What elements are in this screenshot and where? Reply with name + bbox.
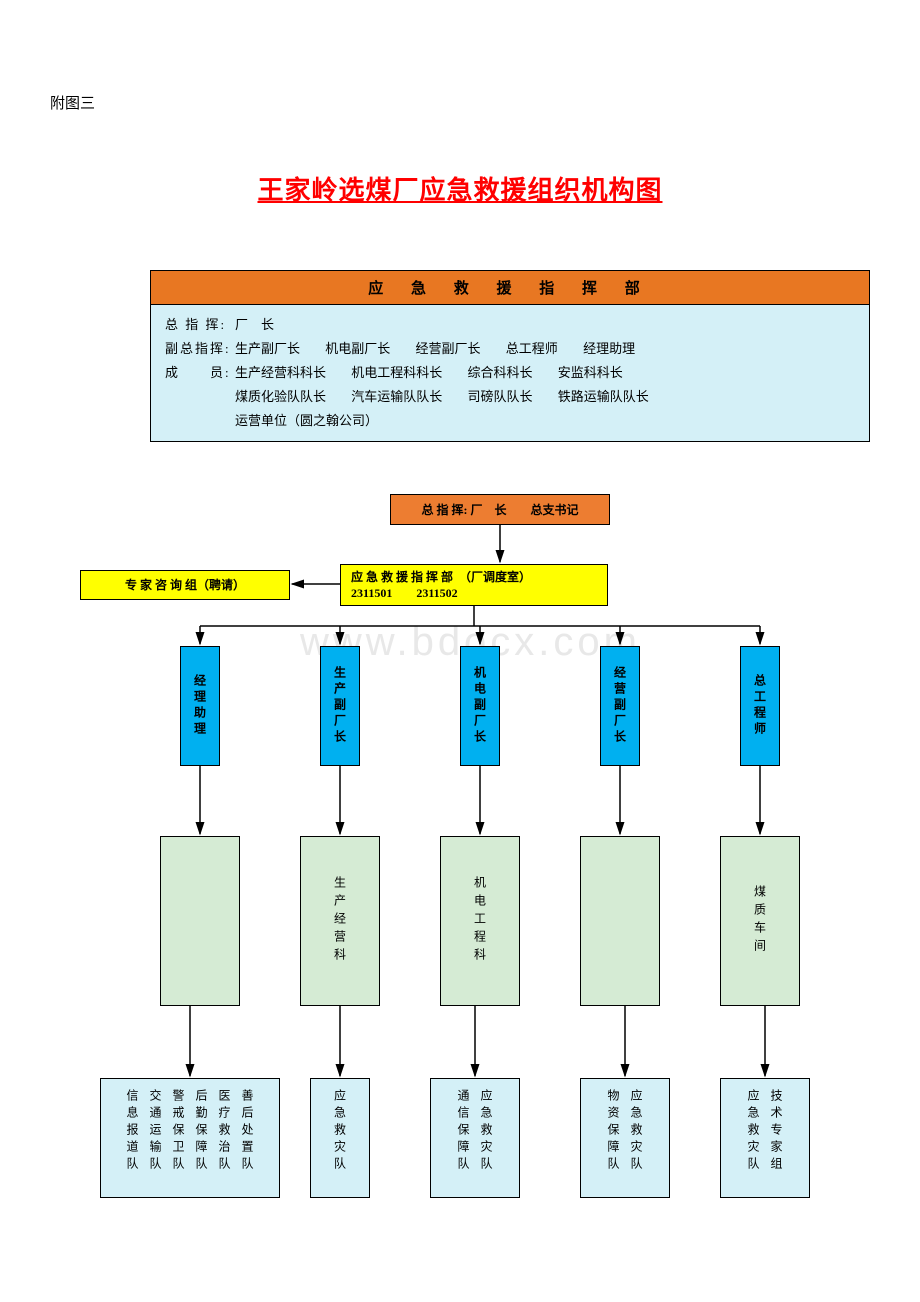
b31: 应急救灾队 (628, 1089, 645, 1174)
l2-node-4: 总工程师 (740, 646, 780, 766)
l4-node-2: 通信保障队 应急救灾队 (430, 1078, 520, 1198)
l3-node-1: 生产经营科 (300, 836, 380, 1006)
b00: 信息报道队 (124, 1089, 141, 1174)
l2-node-0: 经理助理 (180, 646, 220, 766)
l3-node-2: 机电工程科 (440, 836, 520, 1006)
b02: 警戒保卫队 (170, 1089, 187, 1174)
l2-node-1: 生产副厂长 (320, 646, 360, 766)
hq-box: 应 急 救 援 指 挥 部 总 指 挥: 厂 长 副总指挥: 生产副厂长 机电副… (150, 270, 870, 442)
b10: 应急救灾队 (332, 1089, 349, 1174)
annex-label: 附图三 (50, 92, 95, 113)
r4v0: 煤质化验队队长 (235, 385, 326, 409)
b01: 交通运输队 (147, 1089, 164, 1174)
l4-node-1: 应急救灾队 (310, 1078, 370, 1198)
hq-header: 应 急 救 援 指 挥 部 (151, 271, 869, 305)
l3t2: 机电工程科 (472, 876, 489, 966)
l3t1: 生产经营科 (332, 876, 349, 966)
page-title: 王家岭选煤厂应急救援组织机构图 (0, 170, 920, 207)
b30: 物资保障队 (605, 1089, 622, 1174)
l3-node-4: 煤质车间 (720, 836, 800, 1006)
l3-node-3 (580, 836, 660, 1006)
r3v3: 安监科科长 (558, 361, 623, 385)
l2-node-2: 机电副厂长 (460, 646, 500, 766)
l3t4: 煤质车间 (752, 885, 769, 957)
l2-node-3: 经营副厂长 (600, 646, 640, 766)
hq-row1-label: 总 指 挥: (165, 313, 235, 337)
b41: 技术专家组 (768, 1089, 785, 1174)
b20: 通信保障队 (455, 1089, 472, 1174)
r3v0: 生产经营科科长 (235, 361, 326, 385)
r2v2: 经营副厂长 (416, 337, 481, 361)
b03: 后勤保障队 (193, 1089, 210, 1174)
hq-r1v0: 厂 长 (235, 313, 274, 337)
l4-node-3: 物资保障队 应急救灾队 (580, 1078, 670, 1198)
r2v1: 机电副厂长 (325, 337, 390, 361)
hq-row5: 运营单位（圆之翰公司） (235, 409, 855, 433)
r4v2: 司磅队队长 (468, 385, 533, 409)
commander-node: 总 指 挥: 厂 长 总支书记 (390, 494, 610, 525)
hq-body: 总 指 挥: 厂 长 副总指挥: 生产副厂长 机电副厂长 经营副厂长 总工程师 … (151, 305, 869, 441)
dispatch-node: 应 急 救 援 指 挥 部 （厂调度室） 2311501 2311502 (340, 564, 608, 606)
r2v4: 经理助理 (583, 337, 635, 361)
page: 附图三 王家岭选煤厂应急救援组织机构图 应 急 救 援 指 挥 部 总 指 挥:… (0, 0, 920, 1302)
r4v1: 汽车运输队队长 (351, 385, 442, 409)
b04: 医疗救治队 (216, 1089, 233, 1174)
r3v1: 机电工程科科长 (351, 361, 442, 385)
b40: 应急救灾队 (745, 1089, 762, 1174)
l4-node-4: 应急救灾队 技术专家组 (720, 1078, 810, 1198)
hq-row4: 煤质化验队队长 汽车运输队队长 司磅队队长 铁路运输队队长 (235, 385, 855, 409)
hq-row2-label: 副总指挥: (165, 337, 235, 361)
l3-node-0 (160, 836, 240, 1006)
expert-node: 专 家 咨 询 组（聘请） (80, 570, 290, 600)
hq-row3-vals: 生产经营科科长 机电工程科科长 综合科科长 安监科科长 (235, 361, 855, 385)
b05: 善后处置队 (239, 1089, 256, 1174)
hq-row3-label: 成 员: (165, 361, 235, 385)
r3v2: 综合科科长 (468, 361, 533, 385)
hq-row2-vals: 生产副厂长 机电副厂长 经营副厂长 总工程师 经理助理 (235, 337, 855, 361)
r5v0: 运营单位（圆之翰公司） (235, 409, 378, 433)
r2v3: 总工程师 (506, 337, 558, 361)
r2v0: 生产副厂长 (235, 337, 300, 361)
dispatch-line2: 2311501 2311502 (351, 585, 597, 601)
r4v3: 铁路运输队队长 (558, 385, 649, 409)
l4-node-0: 信息报道队 交通运输队 警戒保卫队 后勤保障队 医疗救治队 善后处置队 (100, 1078, 280, 1198)
b21: 应急救灾队 (478, 1089, 495, 1174)
dispatch-line1: 应 急 救 援 指 挥 部 （厂调度室） (351, 569, 597, 585)
hq-row1-vals: 厂 长 (235, 313, 855, 337)
